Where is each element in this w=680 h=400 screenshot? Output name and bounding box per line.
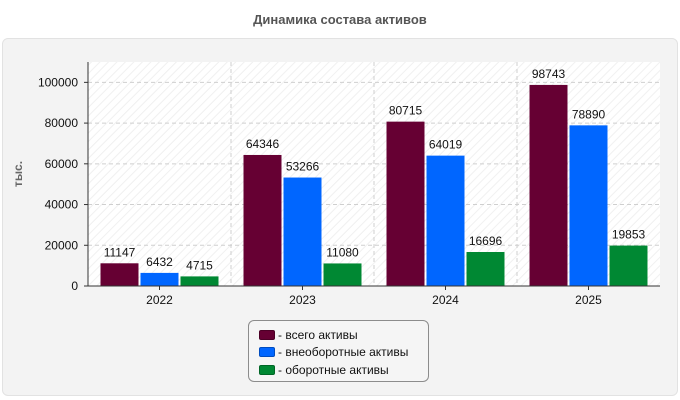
bar [426,155,465,286]
y-tick-label: 80000 [45,116,79,130]
bar [609,245,648,286]
y-tick-label: 60000 [45,157,79,171]
y-tick-label: 100000 [38,75,78,89]
data-label: 98743 [532,67,566,81]
legend-swatch-noncurrent [259,347,275,358]
bar [323,263,362,286]
data-label: 4715 [186,258,213,272]
bar [283,177,322,286]
bars [100,84,648,287]
y-tick-label: 40000 [45,198,79,212]
bar [386,121,425,286]
legend-label-total: всего активы [285,327,358,342]
legend-label-noncurrent: внеоборотные активы [285,345,409,360]
y-tick-label: 20000 [45,238,79,252]
x-tick-label: 2024 [432,293,459,307]
data-label: 19853 [612,228,646,242]
bar [100,263,139,286]
x-tick-label: 2022 [146,293,173,307]
axes: 0 20000 40000 60000 80000 100000 2022 2023 2024 2… [11,62,660,307]
legend-swatch-total [259,329,275,340]
data-label: 64019 [429,138,463,152]
y-axis-title: тыс. [11,161,25,187]
data-label: 78890 [572,107,606,121]
x-tick-label: 2025 [575,293,602,307]
legend-prefix: - [278,327,286,342]
bar [243,154,282,286]
y-tick-label: 0 [71,279,78,293]
bar [529,84,568,287]
bar [180,276,219,286]
bar [466,252,505,286]
legend: - всего активы - внеоборотные активы - о… [248,320,429,382]
data-label: 6432 [146,255,173,269]
legend-label-current: оборотные активы [285,362,389,377]
data-label: 16696 [469,234,503,248]
legend-prefix: - [278,362,286,377]
data-label: 11147 [104,245,136,259]
data-label: 64346 [246,137,280,151]
x-tick-label: 2023 [289,293,316,307]
legend-swatch-current [259,364,275,375]
data-labels: 11147 6432 4715 64346 53266 11080 80715 64019 16… [104,67,646,272]
chart-title: Динамика состава активов [253,12,427,27]
data-label: 11080 [326,245,359,259]
legend-item-total: - всего активы [259,326,428,344]
legend-item-noncurrent: - внеоборотные активы [259,344,428,362]
data-label: 80715 [389,104,423,118]
data-label: 53266 [286,160,320,174]
bar [569,125,608,286]
legend-item-current: - оборотные активы [259,361,428,379]
legend-prefix: - [278,345,286,360]
bar [140,272,179,286]
